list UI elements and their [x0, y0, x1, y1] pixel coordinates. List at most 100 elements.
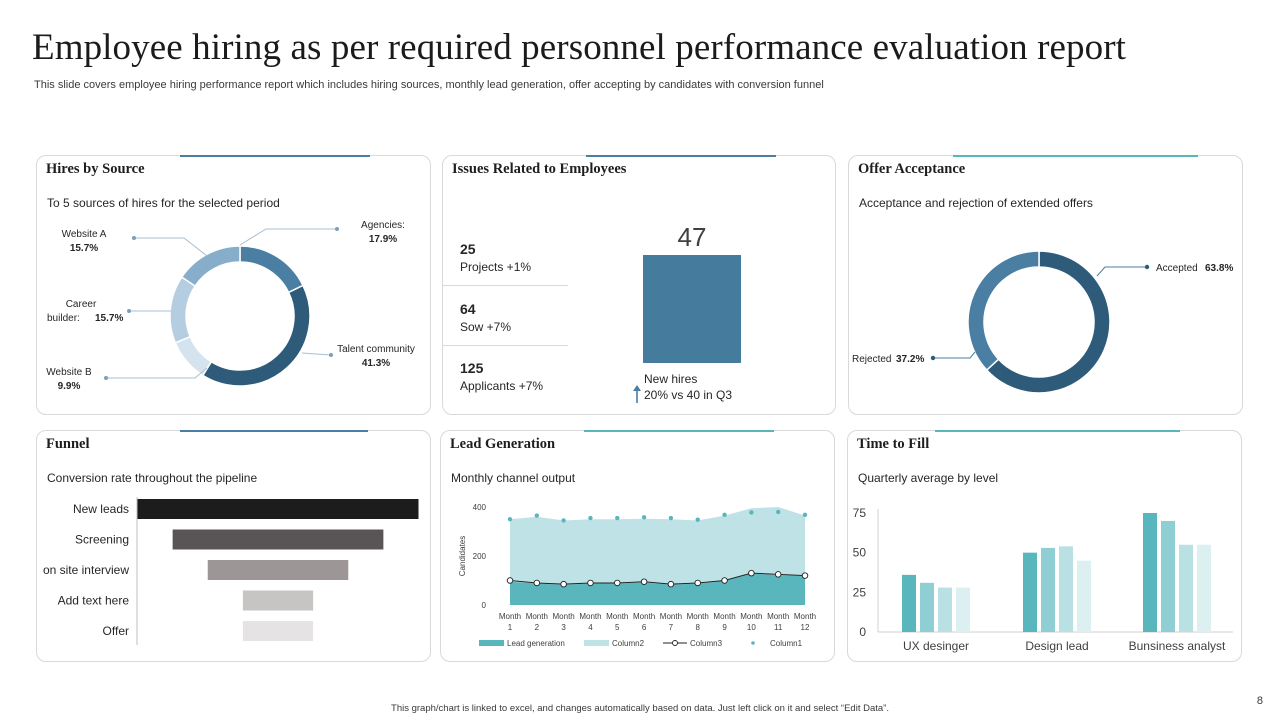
- column1-point: [802, 512, 808, 518]
- legend-swatch: [479, 640, 504, 646]
- donut-slice-accepted: [985, 250, 1111, 394]
- funnel-category-label: on site interview: [43, 563, 129, 577]
- offer-donut-chart: Accepted 63.8% Rejected 37.2%: [852, 250, 1233, 394]
- bar-ux-desinger-s3: [938, 587, 952, 632]
- legend-marker: [751, 641, 755, 645]
- lead-generation-panel: Lead Generation Monthly channel output 0…: [440, 430, 835, 662]
- applicants-value: 125: [460, 360, 484, 376]
- leader-dot: [329, 353, 333, 357]
- new-hires-change: 20% vs 40 in Q3: [644, 388, 733, 402]
- column1-point: [722, 512, 727, 518]
- x-tick-label: 7: [669, 623, 674, 632]
- slice-label: Website A: [62, 229, 107, 240]
- donut-slice-rejected: [967, 250, 1040, 372]
- y-tick-label: 400: [473, 503, 487, 512]
- panel-subtitle: To 5 sources of hires for the selected p…: [47, 196, 280, 210]
- donut-slice-talent-community: [201, 284, 311, 387]
- issues-panel: Issues Related to Employees 25 Projects …: [442, 155, 836, 415]
- slice-label: Rejected: [852, 354, 891, 365]
- x-tick-label: 1: [508, 623, 513, 632]
- column1-point: [668, 515, 674, 521]
- column3-point: [774, 571, 782, 578]
- x-category-label: Design lead: [1025, 639, 1088, 653]
- column3-point: [748, 569, 755, 577]
- y-tick-label: 0: [482, 601, 487, 610]
- column1-point: [641, 515, 647, 520]
- bar-ux-desinger-s1: [902, 574, 916, 632]
- x-tick-label: Month: [687, 612, 709, 621]
- slice-value: 9.9%: [58, 381, 81, 392]
- column3-point: [667, 580, 675, 588]
- x-tick-label: Month: [526, 612, 548, 621]
- funnel-category-label: Add text here: [58, 594, 130, 608]
- column3-point: [506, 577, 514, 584]
- panel-accent-bar: [584, 430, 774, 432]
- leader-dot: [930, 355, 936, 361]
- column1-point: [534, 513, 540, 518]
- leader-line: [301, 352, 332, 356]
- x-tick-label: Month: [499, 612, 521, 621]
- leader-line: [1096, 266, 1147, 277]
- time-to-fill-panel: Time to Fill Quarterly average by level …: [847, 430, 1242, 662]
- legend-swatch: [584, 640, 609, 646]
- funnel-bar-on-site-interview: [207, 560, 349, 580]
- arrow-up-icon: [633, 385, 641, 403]
- panel-accent-bar: [180, 155, 370, 157]
- funnel-category-label: Offer: [103, 624, 129, 638]
- column3-point: [721, 577, 728, 584]
- panel-title: Issues Related to Employees: [452, 161, 627, 177]
- page-number: 8: [1256, 695, 1263, 707]
- column1-point: [695, 517, 700, 522]
- x-tick-label: 2: [535, 623, 540, 632]
- panel-subtitle: Conversion rate throughout the pipeline: [47, 471, 258, 485]
- bar-bunsiness-analyst-s4: [1197, 544, 1211, 632]
- area-lead-generation: [510, 573, 805, 605]
- leader-dot: [132, 236, 136, 240]
- legend-label: Column2: [612, 639, 645, 648]
- column3-point: [801, 572, 809, 579]
- x-tick-label: 9: [722, 623, 727, 632]
- x-tick-label: Month: [633, 612, 655, 621]
- x-tick-label: 5: [615, 623, 620, 632]
- column3-point: [533, 579, 541, 587]
- column1-point: [507, 517, 513, 522]
- slice-value: 15.7%: [95, 313, 123, 324]
- column1-point: [615, 515, 620, 521]
- leader-line: [239, 228, 337, 246]
- funnel-bar-new-leads: [137, 499, 419, 519]
- slice-label: Website B: [46, 367, 92, 378]
- slice-label: Talent community: [337, 344, 415, 355]
- projects-label: Projects +1%: [460, 260, 532, 274]
- y-tick-label: 50: [853, 546, 867, 560]
- hires-donut-chart: Agencies: 17.9% Talent community 41.3% Websi…: [46, 220, 415, 392]
- x-category-label: UX desinger: [903, 639, 969, 653]
- slice-label: Accepted: [1156, 263, 1198, 274]
- new-hires-bar-chart: 47: [643, 222, 741, 363]
- leader-dot: [1144, 264, 1150, 270]
- donut-slice-website-a: [180, 245, 241, 288]
- x-tick-label: 12: [801, 623, 810, 632]
- x-tick-label: 11: [774, 623, 783, 632]
- x-tick-label: 8: [696, 623, 701, 632]
- page-title: Employee hiring as per required personne…: [32, 27, 1127, 68]
- y-tick-label: 200: [473, 552, 487, 561]
- projects-value: 25: [460, 241, 476, 257]
- hires-by-source-panel: Hires by Source To 5 sources of hires fo…: [36, 155, 431, 415]
- funnel-bar-offer: [242, 621, 314, 641]
- panel-subtitle: Monthly channel output: [451, 471, 576, 485]
- column3-point: [560, 580, 567, 588]
- slice-label: builder:: [47, 313, 80, 324]
- new-hires-label: New hires: [644, 372, 698, 386]
- bar-design-lead-s3: [1059, 546, 1073, 632]
- leader-dot: [335, 227, 339, 231]
- slice-value: 17.9%: [369, 234, 397, 245]
- bar-new-hires: [643, 255, 741, 363]
- x-tick-label: 4: [588, 623, 593, 632]
- footer-note: This graph/chart is linked to excel, and…: [391, 703, 889, 714]
- y-tick-label: 75: [853, 506, 867, 520]
- column1-point: [749, 510, 754, 515]
- bar-bunsiness-analyst-s2: [1161, 520, 1175, 632]
- panel-accent-bar: [935, 430, 1180, 432]
- line-column3: [509, 572, 806, 585]
- x-tick-label: Month: [767, 612, 789, 621]
